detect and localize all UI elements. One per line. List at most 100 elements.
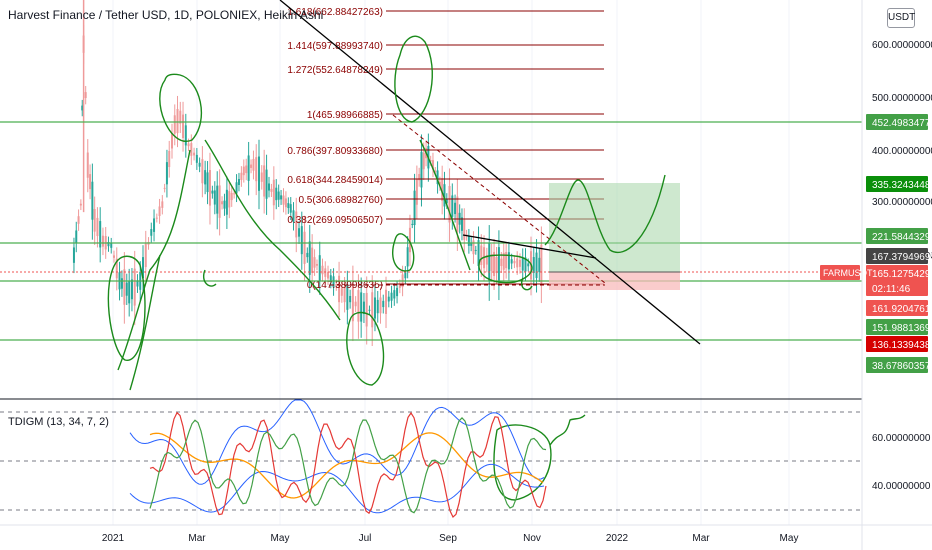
candle-body xyxy=(490,254,493,271)
candle-body xyxy=(89,174,92,190)
candle-body xyxy=(493,251,496,276)
candle-body xyxy=(445,198,448,204)
candle-body xyxy=(474,249,477,251)
drawing-curve-1 xyxy=(204,139,341,321)
candle-body xyxy=(311,247,314,273)
candle-body xyxy=(413,190,416,226)
candle-body xyxy=(75,230,78,244)
candle-body xyxy=(230,192,233,201)
candle-body xyxy=(179,110,182,124)
price-axis[interactable]: 600.00000000 500.00000000 400.00000000 300.… xyxy=(820,40,932,373)
candle-body xyxy=(84,92,87,99)
price-label: 02:11:46 xyxy=(872,284,911,295)
candle-body xyxy=(300,226,303,255)
candle-body xyxy=(379,297,382,314)
candle-body xyxy=(505,251,508,269)
candle-body xyxy=(208,170,211,206)
candle-body xyxy=(340,288,343,296)
candle-body xyxy=(125,282,128,296)
candle-body xyxy=(456,196,459,233)
candle-body xyxy=(176,108,179,134)
candle-body xyxy=(245,165,248,174)
candle-body xyxy=(250,164,253,168)
trend-lines[interactable] xyxy=(279,0,701,345)
candle-body xyxy=(387,296,390,302)
fib-label: 0.382(269.09506507) xyxy=(287,215,383,226)
candle-body xyxy=(237,179,240,185)
time-tick-label: May xyxy=(780,533,799,544)
candle-body xyxy=(454,202,457,215)
price-tick-label: 400.00000000 xyxy=(872,146,932,157)
candle-body xyxy=(272,179,275,206)
time-tick-label: May xyxy=(271,533,290,544)
drawing-curve-4 xyxy=(419,139,471,271)
candle-body xyxy=(190,143,193,156)
candle-body xyxy=(324,268,327,277)
candle-body xyxy=(173,115,176,134)
drawing-ellipse-1 xyxy=(159,73,203,142)
candle-body xyxy=(99,221,102,248)
candle-body xyxy=(318,255,321,281)
candle-body xyxy=(443,184,446,207)
candle-body xyxy=(351,283,354,322)
candle-body xyxy=(524,257,527,272)
indicator-tick-label: 40.00000000 xyxy=(872,481,931,492)
symbol-tag: FARMUSDT xyxy=(823,268,873,278)
candle-body xyxy=(485,255,488,265)
candle-body xyxy=(338,275,341,303)
candle-body xyxy=(441,178,444,201)
candle-body xyxy=(72,247,75,263)
hand-drawings[interactable] xyxy=(107,35,666,501)
drawing-ellipse-6 xyxy=(478,254,533,284)
candle-body xyxy=(225,189,228,215)
price-label-box xyxy=(866,300,928,316)
candle-body xyxy=(163,187,166,189)
candle-body xyxy=(235,182,238,194)
candle-body xyxy=(315,263,318,266)
candle-body xyxy=(521,257,524,271)
candle-body xyxy=(277,191,280,200)
price-label-box xyxy=(866,248,928,264)
candle-body xyxy=(382,300,385,308)
price-label: 167.37949695 xyxy=(872,252,932,263)
candle-body xyxy=(170,133,173,149)
candle-body xyxy=(448,185,451,223)
fib-label: 1.272(552.64878249) xyxy=(287,65,383,76)
candle-body xyxy=(128,281,131,304)
fib-label: 1.414(597.88993740) xyxy=(287,41,383,52)
candle-body xyxy=(396,287,399,297)
time-axis[interactable]: 2021 Mar May Jul Sep Nov 2022 Mar May xyxy=(102,533,799,544)
candle-body xyxy=(233,193,236,195)
indicator-title[interactable]: TDIGM (13, 34, 7, 2) xyxy=(8,416,109,428)
fib-label: 1(465.98966885) xyxy=(307,110,383,121)
candle-body xyxy=(289,204,292,213)
candle-body xyxy=(376,299,379,314)
candle-body xyxy=(81,105,84,111)
candle-body xyxy=(144,243,147,268)
candle-body xyxy=(165,162,168,185)
candle-body xyxy=(472,240,475,255)
candle-body xyxy=(218,185,221,218)
candle-body xyxy=(308,241,311,275)
candle-body xyxy=(240,172,243,180)
currency-button[interactable]: USDT xyxy=(887,8,915,28)
indicator-tick-label: 60.00000000 xyxy=(872,433,931,444)
price-label-box xyxy=(866,114,928,130)
candle-body xyxy=(168,150,171,168)
fib-label: 0.5(306.68982760) xyxy=(298,195,383,206)
candle-body xyxy=(306,252,309,258)
candle-body xyxy=(221,201,224,205)
indicator-upper-band xyxy=(129,399,545,485)
candle-body xyxy=(477,240,480,266)
candle-body xyxy=(415,179,418,205)
candle-body xyxy=(354,301,357,307)
candle-body xyxy=(422,152,425,170)
candle-body xyxy=(223,200,226,209)
indicator-axis[interactable]: 60.00000000 40.00000000 xyxy=(872,433,931,492)
candle-body xyxy=(404,272,407,279)
candle-body xyxy=(538,257,541,273)
candle-body xyxy=(265,169,268,199)
candle-body xyxy=(187,143,190,147)
time-tick-label: Jul xyxy=(359,533,372,544)
candle-body xyxy=(431,160,434,170)
